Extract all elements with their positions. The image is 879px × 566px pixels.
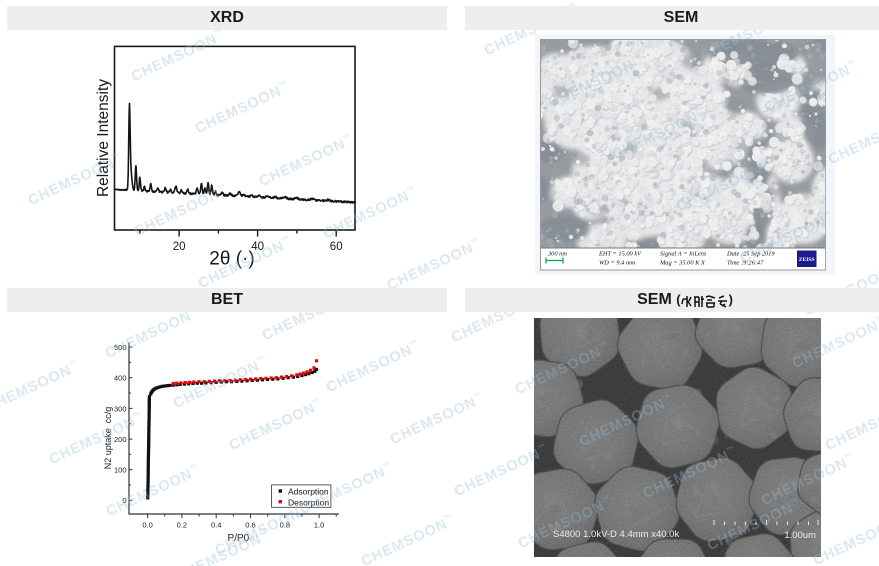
svg-text:Date :25 Sep 2019: Date :25 Sep 2019 <box>726 250 775 257</box>
svg-text:N2 uptake cc/g: N2 uptake cc/g <box>103 407 113 470</box>
svg-text:EHT = 15.00 kV: EHT = 15.00 kV <box>598 250 642 257</box>
svg-text:100: 100 <box>114 466 127 475</box>
svg-text:Adsorption: Adsorption <box>288 487 329 497</box>
svg-text:Relative Intensity: Relative Intensity <box>95 79 112 197</box>
svg-text:P/P0: P/P0 <box>228 533 250 544</box>
svg-text:Desorption: Desorption <box>288 497 329 507</box>
svg-text:20: 20 <box>173 241 186 253</box>
svg-text:WD = 9.4 mm: WD = 9.4 mm <box>599 259 636 266</box>
svg-text:0.0: 0.0 <box>142 521 152 530</box>
svg-text:200: 200 <box>114 435 127 444</box>
svg-text:300 nm: 300 nm <box>547 250 567 257</box>
svg-text:0.4: 0.4 <box>211 521 221 530</box>
svg-text:2θ (·): 2θ (·) <box>209 249 254 270</box>
svg-text:0: 0 <box>122 496 126 505</box>
svg-text:500: 500 <box>114 343 127 352</box>
svg-text:0.6: 0.6 <box>245 521 255 530</box>
svg-text:Mag = 35.00 K X: Mag = 35.00 K X <box>659 259 706 266</box>
svg-text:40: 40 <box>251 241 264 253</box>
svg-text:300: 300 <box>114 404 127 413</box>
svg-text:0.8: 0.8 <box>280 521 290 530</box>
svg-text:400: 400 <box>114 374 127 383</box>
svg-text:Time :9:26:47: Time :9:26:47 <box>727 259 764 266</box>
svg-text:ZEISS: ZEISS <box>799 257 815 263</box>
svg-text:60: 60 <box>330 241 343 253</box>
svg-text:1.0: 1.0 <box>314 521 324 530</box>
svg-text:Signal A = InLens: Signal A = InLens <box>660 250 707 257</box>
svg-text:0.2: 0.2 <box>177 521 187 530</box>
